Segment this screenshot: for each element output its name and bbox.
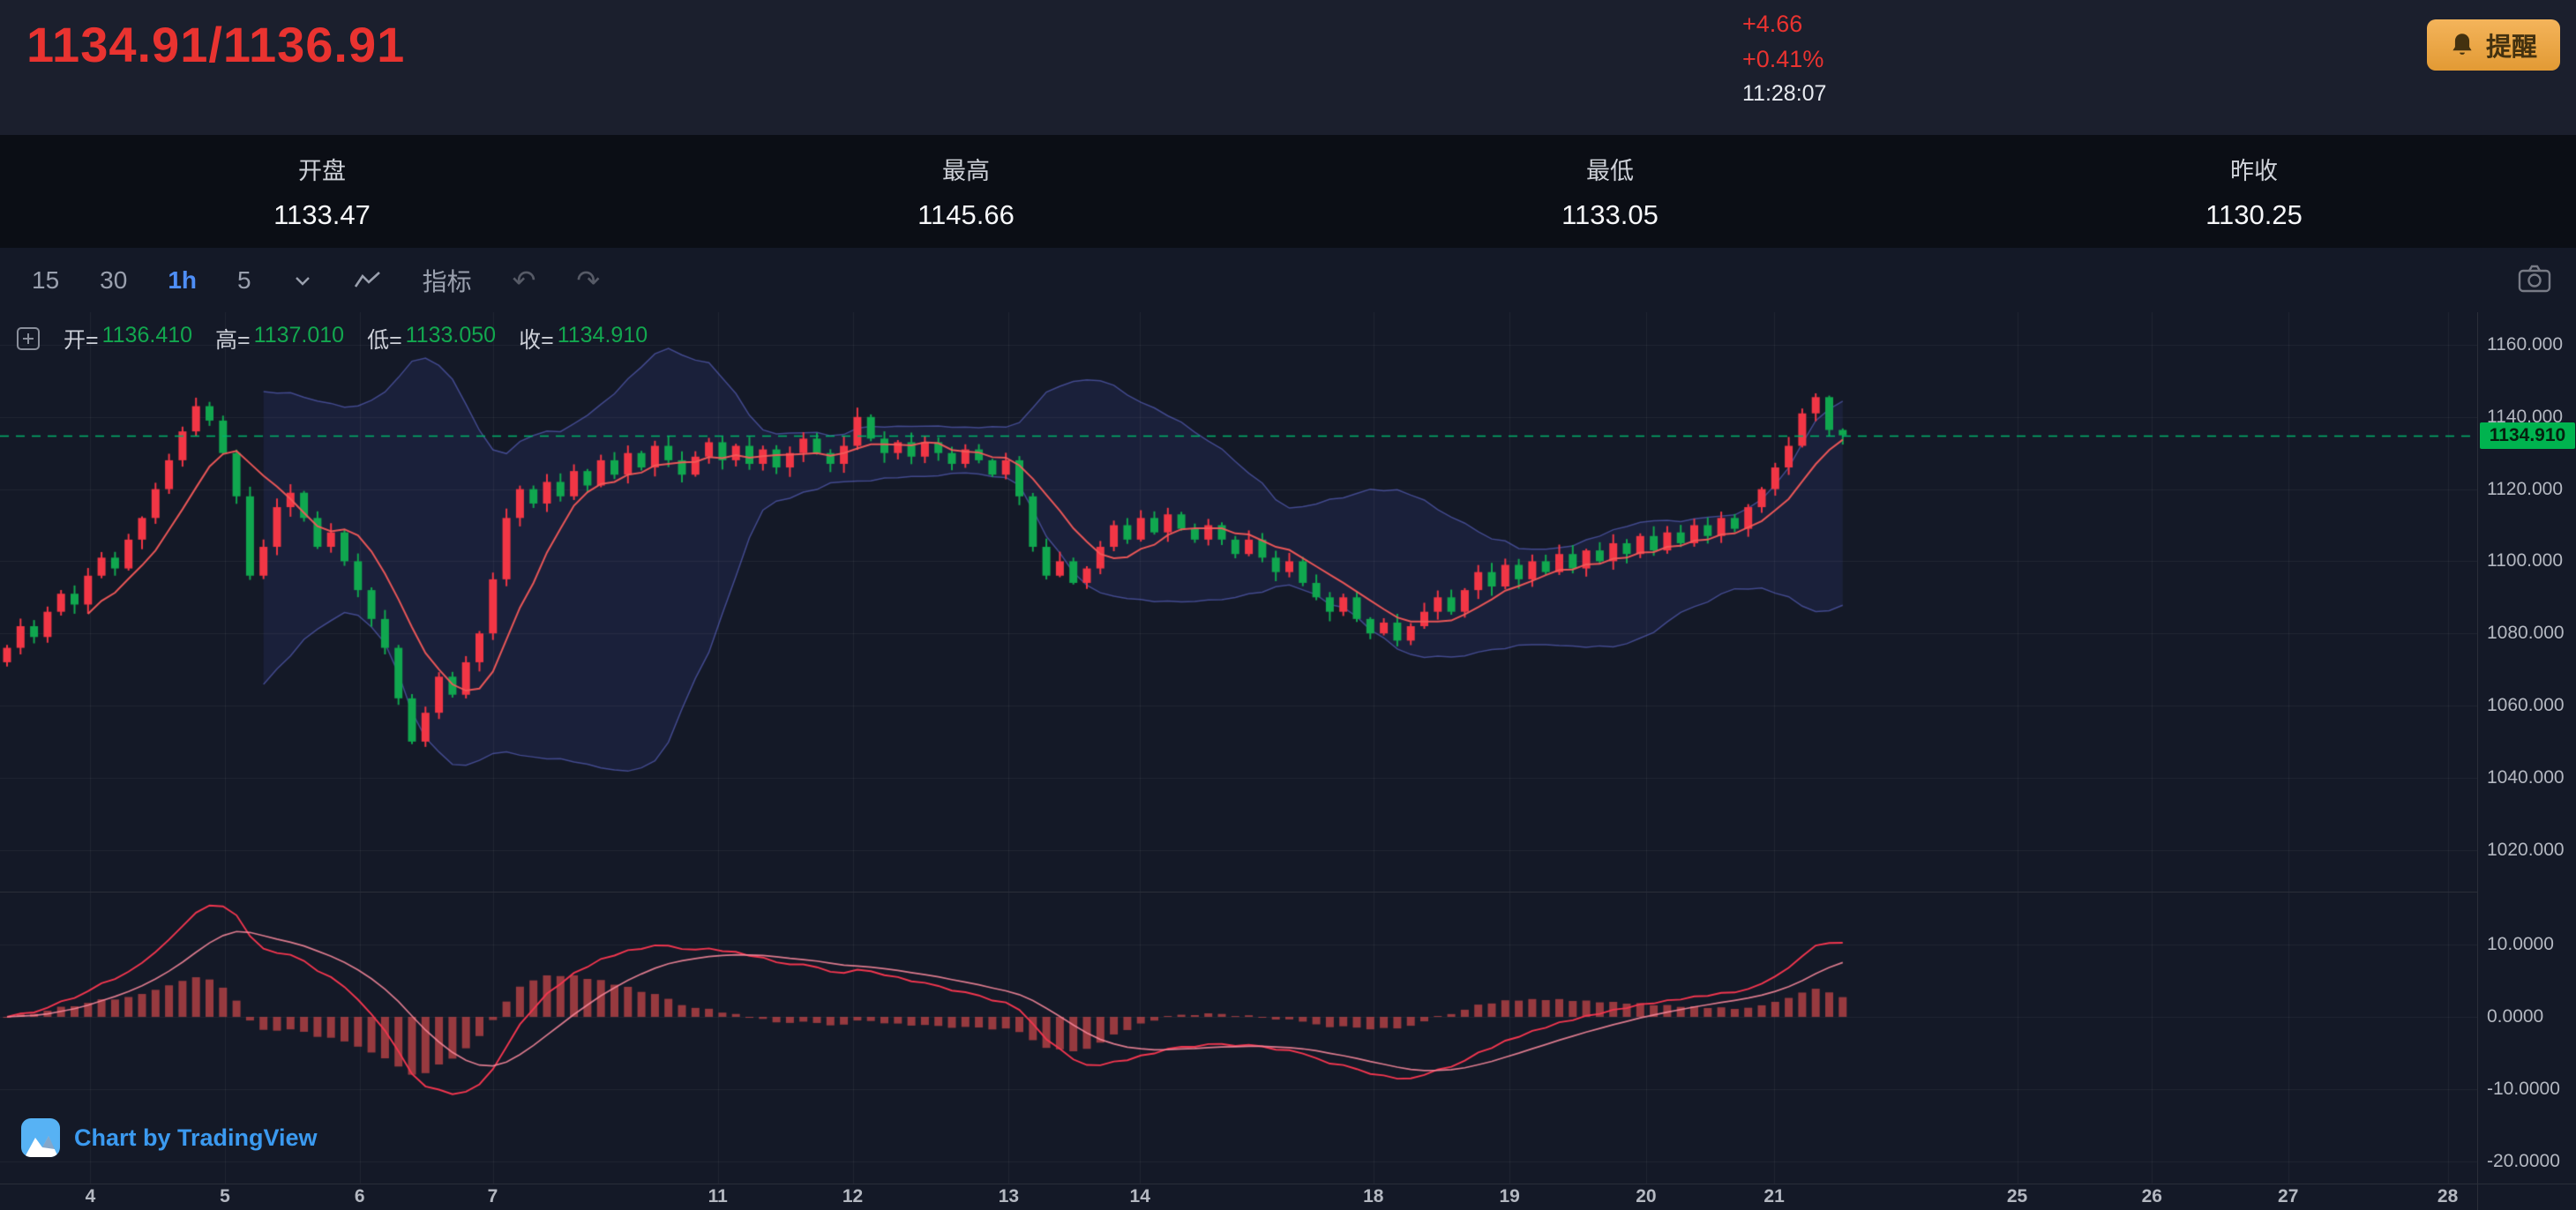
macd-tick: 0.0000 [2487,1006,2544,1027]
legend-open-value: 1136.410 [101,323,193,347]
undo-icon[interactable]: ↶ [512,264,536,296]
stat-high-label: 最高 [942,158,990,184]
price-change-percent: +0.41% [1742,46,1824,72]
stat-open-value: 1133.47 [273,199,371,230]
price-tick: 1020.000 [2487,839,2565,860]
legend-high-key: 高= [215,328,251,353]
price-tick: 1140.000 [2487,406,2564,427]
stat-prev-close: 昨收 1130.25 [1932,135,2576,248]
price-tick: 1060.000 [2487,695,2565,715]
time-axis-label: 21 [1764,1186,1785,1206]
time-axis-label: 28 [2437,1186,2459,1206]
time-axis-label: 14 [1129,1186,1150,1206]
time-axis-label: 26 [2141,1186,2162,1206]
interval-dropdown-chevron-icon[interactable] [292,270,313,291]
indicators-button[interactable]: 指标 [422,267,472,295]
legend-high: 高= 1137.010 [215,323,344,355]
legend-close-value: 1134.910 [557,323,648,347]
legend-low: 低= 1133.050 [367,323,496,355]
bell-icon [2450,32,2475,58]
time-axis-label: 13 [998,1186,1020,1206]
alert-button[interactable]: 提醒 [2426,19,2560,71]
legend-low-value: 1133.050 [405,323,497,347]
stat-open-label: 开盘 [298,158,346,184]
time-axis-label: 20 [1636,1186,1657,1206]
time-axis-label: 11 [708,1186,728,1206]
legend-open: 开= 1136.410 [64,323,192,355]
interval-30[interactable]: 30 [100,265,128,294]
time-axis-label: 5 [220,1186,230,1206]
price-tick: 1120.000 [2487,478,2564,499]
time-axis-label: 12 [842,1186,864,1206]
tradingview-attribution-text: Chart by TradingView [74,1124,318,1151]
macd-tick: 10.0000 [2487,934,2554,954]
panel-divider [0,892,2576,893]
stat-prev-close-value: 1130.25 [2205,199,2303,230]
interval-15[interactable]: 15 [32,265,60,294]
price-tick: 1040.000 [2487,766,2565,788]
time-axis-label: 25 [2006,1186,2028,1206]
stat-high: 最高 1145.66 [644,135,1288,248]
legend-open-key: 开= [64,328,99,353]
ohlc-legend: 开= 1136.410 高= 1137.010 低= 1133.050 收= 1… [16,323,648,355]
time-axis-label: 18 [1363,1186,1384,1206]
stat-prev-close-label: 昨收 [2230,158,2278,184]
interval-5[interactable]: 5 [237,265,251,294]
time-axis-label: 6 [354,1186,365,1206]
stats-band: 开盘 1133.47 最高 1145.66 最低 1133.05 昨收 1130… [0,135,2576,248]
legend-close-key: 收= [519,328,554,353]
price-axis[interactable]: 1134.910 1160.000 1140.000 1120.000 1100.00… [2477,312,2576,1210]
interval-1h[interactable]: 1h [168,265,197,294]
time-axis-label: 27 [2278,1186,2299,1206]
price-tick: 1080.000 [2487,623,2565,644]
stat-high-value: 1145.66 [917,199,1015,230]
redo-icon[interactable]: ↷ [576,264,601,296]
legend-high-value: 1137.010 [253,323,345,347]
price-tick: 1160.000 [2487,334,2564,355]
price-change: +4.66 [1742,11,1803,37]
time-axis-label: 19 [1499,1186,1520,1206]
screenshot-camera-icon[interactable] [2518,264,2551,300]
time-axis-label: 4 [85,1186,96,1206]
chart-style-icon[interactable] [354,269,382,292]
macd-tick: -20.0000 [2487,1151,2560,1171]
bid-ask-price: 1134.91/1136.91 [26,17,406,72]
header: 1134.91/1136.91 +4.66 +0.41% 11:28:07 提醒 [0,0,2576,135]
tradingview-logo-icon [21,1118,60,1157]
stat-low-label: 最低 [1586,158,1634,184]
quote-time: 11:28:07 [1742,81,1827,106]
macd-tick: -10.0000 [2487,1079,2560,1099]
time-axis-label: 7 [487,1186,498,1206]
stat-open: 开盘 1133.47 [0,135,644,248]
legend-close: 收= 1134.910 [519,323,648,355]
time-axis[interactable]: 4 5 6 7 11 12 13 14 18 19 20 21 25 26 27 28 [0,1184,2477,1210]
tradingview-attribution[interactable]: Chart by TradingView [21,1118,318,1157]
stat-low: 最低 1133.05 [1288,135,1932,248]
stat-low-value: 1133.05 [1561,199,1659,230]
price-tick: 1100.000 [2487,550,2564,571]
plus-box-icon[interactable] [16,326,41,351]
last-price-tag: 1134.910 [2480,422,2575,449]
legend-low-key: 低= [367,328,402,353]
candlestick-chart-canvas[interactable] [0,312,2477,1210]
change-column: +4.66 +0.41% 11:28:07 [1742,11,1826,107]
chart-toolbar: 15 30 1h 5 指标 ↶ ↷ [0,248,2576,312]
alert-button-label: 提醒 [2485,34,2537,62]
